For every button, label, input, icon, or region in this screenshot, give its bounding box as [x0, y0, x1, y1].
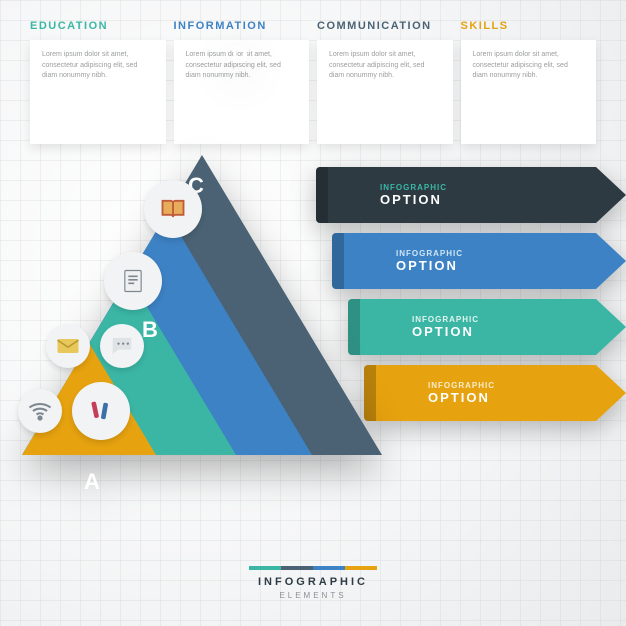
- category-body: Lorem ipsum dolor sit amet, consectetur …: [461, 40, 597, 144]
- ribbon-arrowhead: [596, 365, 626, 421]
- footer-label: INFOGRAPHIC ELEMENTS: [0, 557, 626, 600]
- icon-column: [24, 180, 202, 440]
- footer-swatches: [249, 566, 377, 570]
- category-col: EDUCATION Lorem ipsum dolor sit amet, co…: [30, 20, 166, 144]
- swatch: [313, 566, 345, 570]
- category-title: SKILLS: [461, 20, 597, 32]
- chat-icon: [100, 324, 144, 368]
- category-title: INFORMATION: [174, 20, 310, 32]
- category-body: Lorem ipsum dolor sit amet, consectetur …: [30, 40, 166, 144]
- footer-subtitle: ELEMENTS: [0, 591, 626, 600]
- ribbon-large-label: OPTION: [428, 390, 596, 405]
- book-icon: [144, 180, 202, 238]
- category-col: COMMUNICATION Lorem ipsum dolor sit amet…: [317, 20, 453, 144]
- ribbon-large-label: OPTION: [396, 258, 596, 273]
- mail-icon: [46, 324, 90, 368]
- markers-icon: [72, 382, 130, 440]
- ribbon-small-label: INFOGRAPHIC: [428, 381, 596, 390]
- ribbon-bar: INFOGRAPHIC OPTION: [364, 365, 596, 421]
- ribbon-arrowhead: [596, 299, 626, 355]
- swatch: [249, 566, 281, 570]
- layer-letter: D: [232, 43, 248, 69]
- category-title: COMMUNICATION: [317, 20, 453, 32]
- ribbon-small-label: INFOGRAPHIC: [412, 315, 596, 324]
- swatch: [345, 566, 377, 570]
- wifi-icon: [18, 389, 62, 433]
- ribbon-large-label: OPTION: [412, 324, 596, 339]
- ribbon-small-label: INFOGRAPHIC: [396, 249, 596, 258]
- footer-title: INFOGRAPHIC: [0, 576, 626, 588]
- category-columns: EDUCATION Lorem ipsum dolor sit amet, co…: [30, 20, 596, 144]
- ribbon-large-label: OPTION: [380, 192, 596, 207]
- ribbon-arrowhead: [596, 167, 626, 223]
- ribbon-arrowhead: [596, 233, 626, 289]
- option-ribbon: INFOGRAPHIC OPTION: [364, 365, 626, 421]
- category-col: INFORMATION Lorem ipsum dolor sit amet, …: [174, 20, 310, 144]
- swatch: [281, 566, 313, 570]
- layer-letter: A: [84, 469, 100, 495]
- category-body: Lorem ipsum dolor sit amet, consectetur …: [317, 40, 453, 144]
- document-icon: [104, 252, 162, 310]
- category-title: EDUCATION: [30, 20, 166, 32]
- category-col: SKILLS Lorem ipsum dolor sit amet, conse…: [461, 20, 597, 144]
- ribbon-bar: INFOGRAPHIC OPTION: [348, 299, 596, 355]
- option-ribbon: INFOGRAPHIC OPTION: [348, 299, 626, 355]
- ribbon-small-label: INFOGRAPHIC: [380, 183, 596, 192]
